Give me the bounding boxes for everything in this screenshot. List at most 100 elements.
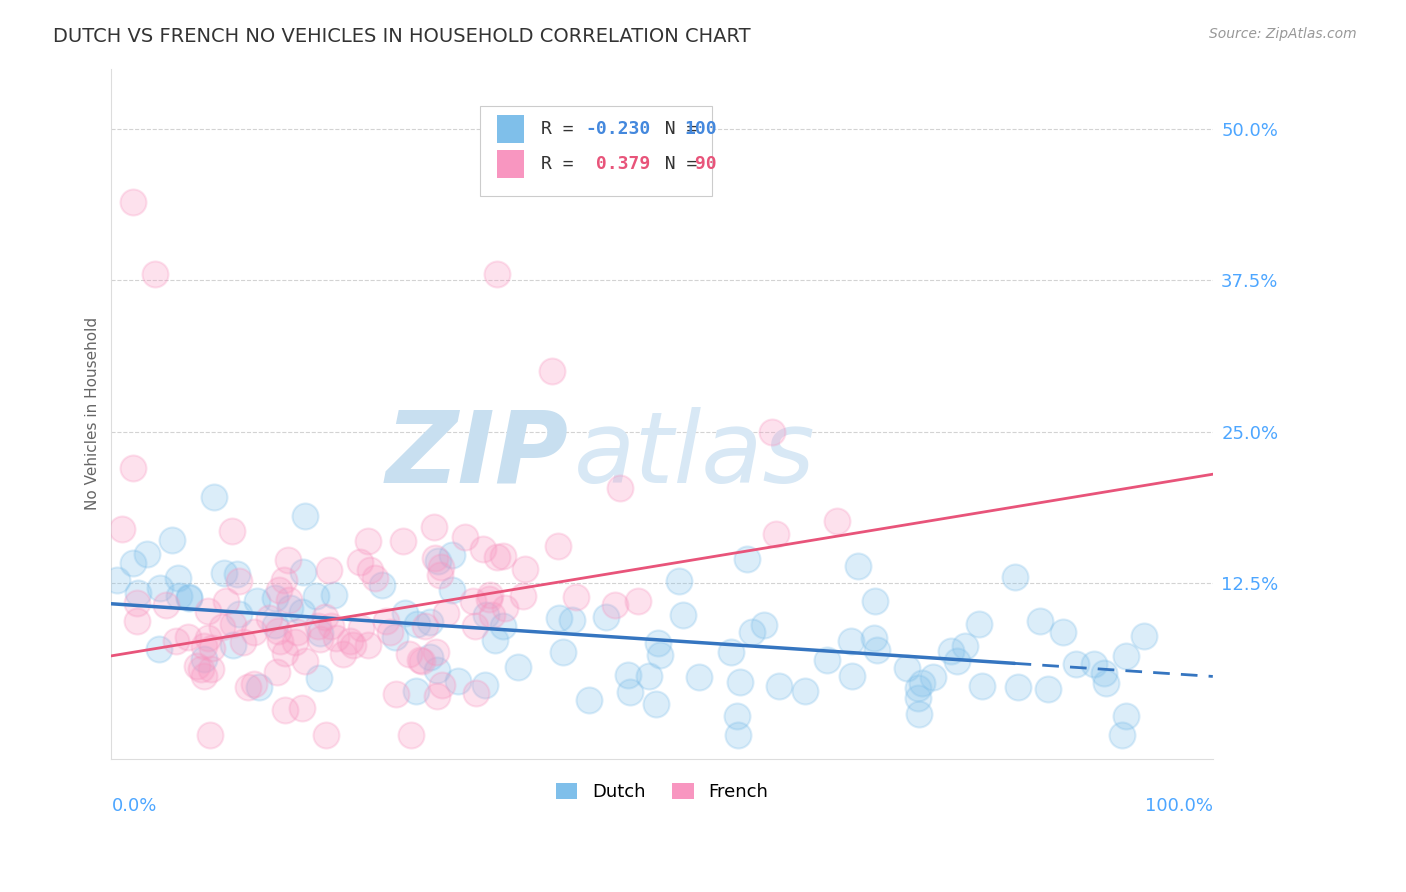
Point: [273, 703, 295, 717]
Point: [429, 568, 451, 582]
Point: [277, 593, 299, 607]
Point: [342, 638, 364, 652]
Text: 0.0%: 0.0%: [111, 797, 157, 814]
FancyBboxPatch shape: [481, 106, 711, 196]
Point: [1083, 657, 1105, 671]
Point: [1004, 570, 1026, 584]
Point: [492, 618, 515, 632]
Y-axis label: No Vehicles in Household: No Vehicles in Household: [86, 317, 100, 510]
Point: [315, 728, 337, 742]
Point: [294, 508, 316, 523]
Point: [650, 648, 672, 662]
Point: [547, 539, 569, 553]
Point: [720, 645, 742, 659]
Point: [946, 654, 969, 668]
Point: [419, 615, 441, 629]
Point: [1052, 624, 1074, 639]
Point: [127, 596, 149, 610]
Point: [294, 654, 316, 668]
Point: [1095, 676, 1118, 690]
Point: [247, 681, 270, 695]
Bar: [496, 115, 524, 143]
Point: [426, 689, 449, 703]
Point: [896, 660, 918, 674]
Point: [481, 608, 503, 623]
Point: [169, 590, 191, 604]
Point: [278, 600, 301, 615]
Point: [1036, 681, 1059, 696]
Text: R =: R =: [541, 155, 595, 173]
Point: [228, 574, 250, 589]
Point: [125, 615, 148, 629]
Point: [267, 583, 290, 598]
Point: [1028, 614, 1050, 628]
Point: [201, 640, 224, 655]
Point: [308, 671, 330, 685]
Point: [232, 635, 254, 649]
Point: [246, 594, 269, 608]
Point: [967, 616, 990, 631]
Point: [202, 490, 225, 504]
Bar: [496, 150, 524, 178]
Point: [392, 534, 415, 549]
Point: [273, 573, 295, 587]
Point: [357, 534, 380, 549]
Point: [434, 607, 457, 621]
Point: [285, 624, 308, 639]
Point: [291, 605, 314, 619]
Point: [193, 652, 215, 666]
Point: [425, 645, 447, 659]
Point: [380, 624, 402, 639]
Point: [1111, 728, 1133, 742]
Point: [200, 662, 222, 676]
Point: [619, 684, 641, 698]
Point: [541, 364, 564, 378]
Point: [374, 614, 396, 628]
Point: [485, 268, 508, 282]
Point: [406, 616, 429, 631]
Point: [409, 652, 432, 666]
Point: [405, 684, 427, 698]
Text: N =: N =: [644, 120, 709, 138]
Point: [149, 582, 172, 596]
Point: [357, 638, 380, 652]
Point: [364, 572, 387, 586]
Text: N =: N =: [644, 155, 709, 173]
Point: [236, 680, 259, 694]
Point: [211, 620, 233, 634]
Point: [411, 653, 433, 667]
Point: [160, 533, 183, 547]
Point: [197, 604, 219, 618]
Point: [145, 268, 167, 282]
Point: [432, 678, 454, 692]
Point: [399, 728, 422, 742]
Point: [547, 610, 569, 624]
Point: [492, 549, 515, 564]
Point: [122, 461, 145, 475]
Point: [727, 728, 749, 742]
Point: [197, 632, 219, 646]
Point: [922, 670, 945, 684]
Point: [277, 552, 299, 566]
Point: [463, 594, 485, 608]
Point: [735, 552, 758, 566]
Point: [292, 565, 315, 579]
Point: [105, 573, 128, 587]
Point: [325, 631, 347, 645]
Point: [193, 639, 215, 653]
Point: [243, 624, 266, 639]
Text: ZIP: ZIP: [385, 407, 568, 504]
Point: [609, 481, 631, 495]
Point: [908, 706, 931, 721]
Point: [486, 550, 509, 565]
Point: [167, 571, 190, 585]
Point: [148, 642, 170, 657]
Point: [793, 684, 815, 698]
Point: [385, 687, 408, 701]
Text: DUTCH VS FRENCH NO VEHICLES IN HOUSEHOLD CORRELATION CHART: DUTCH VS FRENCH NO VEHICLES IN HOUSEHOLD…: [53, 27, 751, 45]
Point: [122, 194, 145, 209]
Point: [841, 669, 863, 683]
Point: [1064, 657, 1087, 672]
Point: [825, 514, 848, 528]
Text: atlas: atlas: [574, 407, 815, 504]
